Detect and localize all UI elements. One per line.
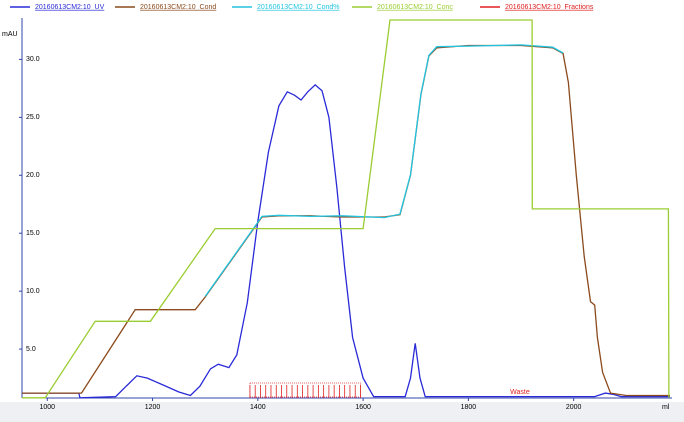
y-tick-label: 15.0 — [26, 230, 40, 237]
x-tick-label: 1800 — [461, 404, 477, 411]
y-tick-label: 10.0 — [26, 288, 40, 295]
x-tick-label: 2000 — [566, 404, 582, 411]
series-line — [204, 44, 564, 297]
legend-label: 20160613CM2:10_Cond% — [257, 4, 340, 11]
x-axis-label: ml — [662, 404, 670, 411]
y-axis-label: mAU — [2, 31, 18, 38]
x-tick-label: 1400 — [250, 404, 266, 411]
series-line — [22, 84, 670, 399]
legend-label: 20160613CM2:10_UV — [35, 4, 105, 11]
legend-label: 20160613CM2:10_Cond — [140, 4, 216, 11]
fraction-annotation: Waste — [510, 389, 530, 396]
fraction-box — [249, 382, 361, 398]
footer-band — [0, 402, 684, 422]
series-line — [22, 19, 670, 399]
y-tick-label: 30.0 — [26, 56, 40, 63]
legend-label: 20160613CM2:10_Conc — [377, 4, 453, 11]
y-tick-label: 20.0 — [26, 172, 40, 179]
y-tick-label: 25.0 — [26, 114, 40, 121]
y-tick-label: 5.0 — [26, 346, 36, 353]
x-tick-label: 1200 — [145, 404, 161, 411]
x-tick-label: 1600 — [355, 404, 371, 411]
x-tick-label: 1000 — [39, 404, 55, 411]
series-line — [22, 44, 670, 397]
legend-label: 20160613CM2:10_Fractions — [505, 4, 594, 11]
